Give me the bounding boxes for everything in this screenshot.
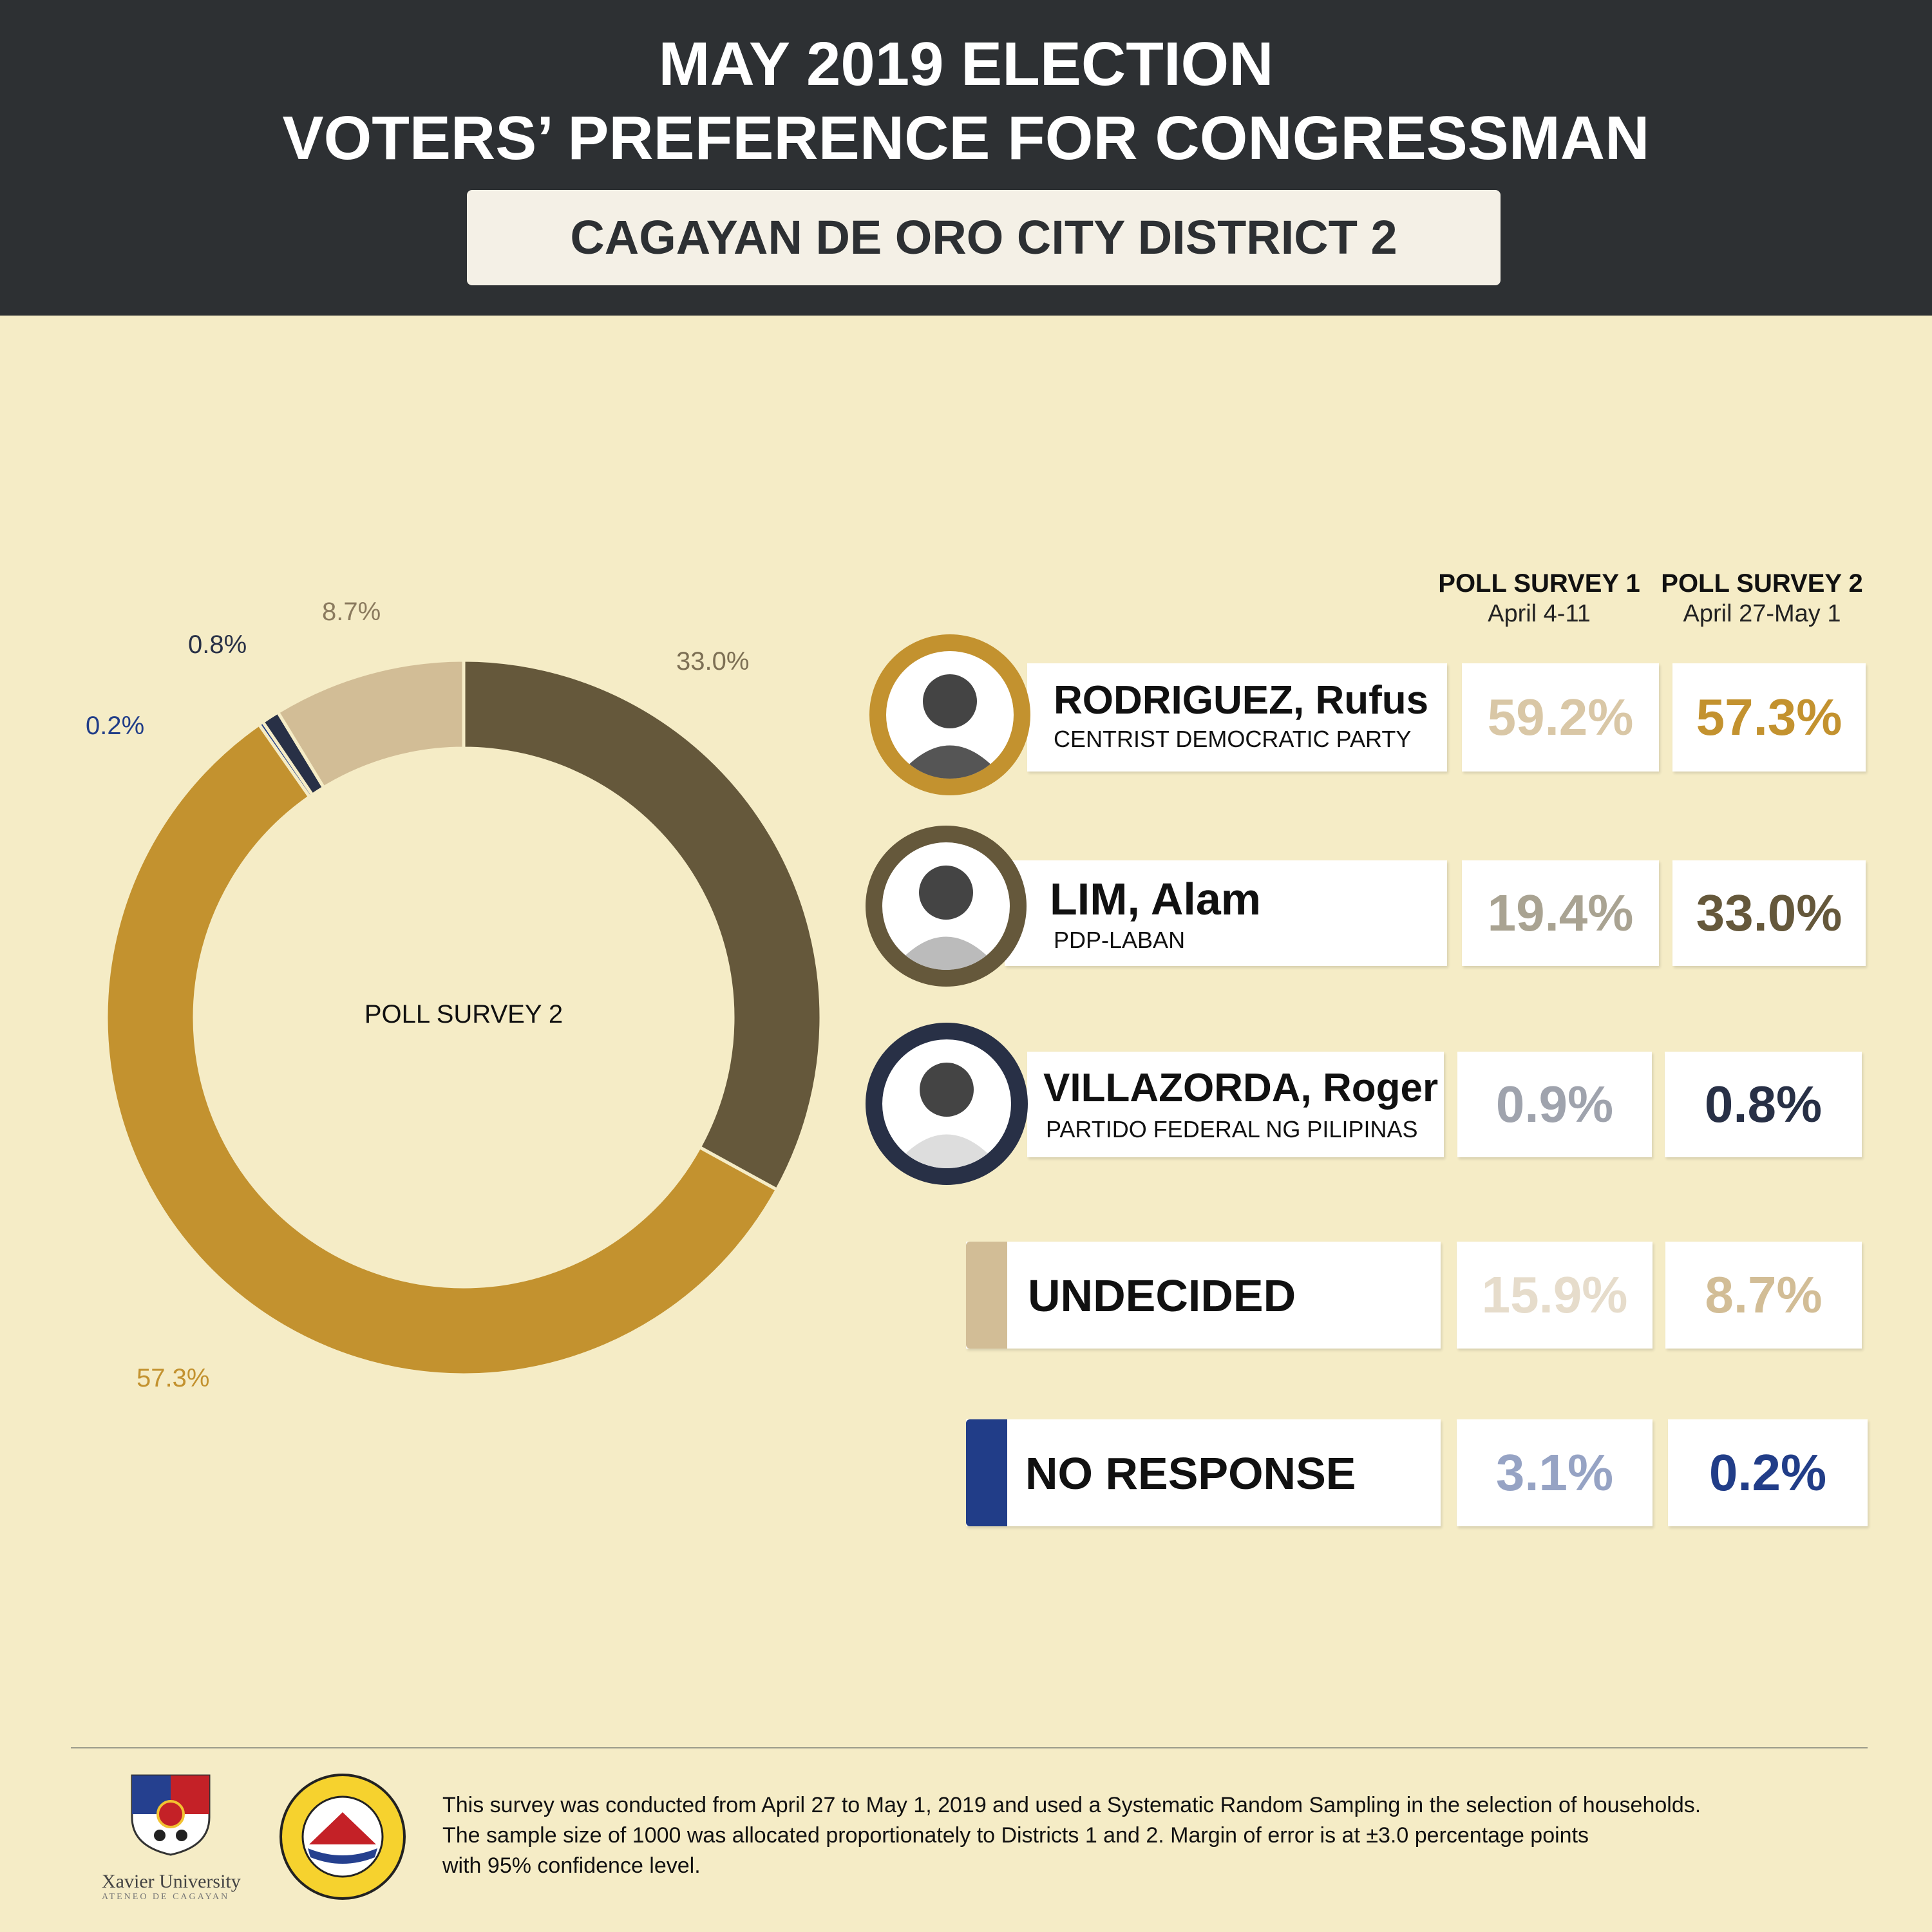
- survey2-label: POLL SURVEY 2: [1661, 569, 1863, 598]
- footer-divider: [71, 1747, 1868, 1748]
- survey1-value: 0.9%: [1457, 1052, 1652, 1157]
- survey1-value: 3.1%: [1457, 1419, 1653, 1526]
- methodology-note: This survey was conducted from April 27 …: [442, 1790, 1827, 1881]
- ateneo-sublabel: ATENEO DE CAGAYAN: [102, 1892, 230, 1902]
- district-label: CAGAYAN DE ORO CITY DISTRICT 2: [570, 211, 1397, 264]
- survey2-value: 0.2%: [1668, 1419, 1868, 1526]
- candidate-avatar: [866, 1023, 1028, 1185]
- survey1-label: POLL SURVEY 1: [1438, 569, 1640, 598]
- candidate-party: PARTIDO FEDERAL NG PILIPINAS: [1046, 1116, 1418, 1142]
- survey1-value: 19.4%: [1462, 860, 1659, 966]
- survey1-value: 59.2%: [1462, 663, 1659, 772]
- slice-label-rodriguez: 57.3%: [137, 1364, 210, 1392]
- candidate-avatar: [869, 634, 1030, 795]
- no-response-color-swatch: [966, 1419, 1007, 1526]
- candidate-card-lim: [1005, 860, 1447, 966]
- donut-slice-lim: [462, 658, 823, 1192]
- candidate-name: VILLAZORDA, Roger: [1043, 1066, 1439, 1110]
- survey2-dates: April 27-May 1: [1683, 600, 1841, 627]
- person-silhouette-icon: [892, 866, 1000, 970]
- person-silhouette-icon: [896, 674, 1004, 779]
- undecided-color-swatch: [966, 1242, 1007, 1349]
- note-line: This survey was conducted from April 27 …: [442, 1793, 1701, 1817]
- xavier-university-label: Xavier University: [102, 1871, 241, 1892]
- university-research-office-seal-icon: [279, 1774, 406, 1900]
- undecided-label: UNDECIDED: [1028, 1271, 1296, 1321]
- slice-label-no-response: 0.2%: [86, 712, 145, 740]
- candidate-party: PDP-LABAN: [1054, 927, 1186, 953]
- candidate-card-rodriguez: [1027, 663, 1447, 772]
- survey1-dates: April 4-11: [1488, 600, 1591, 627]
- no-response-label: NO RESPONSE: [1025, 1448, 1356, 1499]
- candidate-name: LIM, Alam: [1050, 874, 1261, 924]
- survey1-header: POLL SURVEY 1 April 4-11: [1430, 568, 1649, 629]
- survey1-value: 15.9%: [1457, 1242, 1653, 1349]
- person-silhouette-icon: [892, 1063, 1001, 1168]
- candidate-card-villazorda: [1027, 1052, 1444, 1157]
- note-line: The sample size of 1000 was allocated pr…: [442, 1823, 1589, 1848]
- slice-label-lim: 33.0%: [676, 647, 750, 676]
- donut-slice-rodriguez: [104, 722, 779, 1377]
- donut-chart: POLL SURVEY 2: [104, 658, 823, 1377]
- survey2-value: 33.0%: [1672, 860, 1866, 966]
- donut-center-label: POLL SURVEY 2: [365, 1000, 563, 1028]
- page-title: MAY 2019 ELECTION: [658, 30, 1274, 99]
- candidate-name: RODRIGUEZ, Rufus: [1054, 678, 1429, 723]
- note-line: with 95% confidence level.: [442, 1853, 701, 1878]
- survey2-header: POLL SURVEY 2 April 27-May 1: [1653, 568, 1871, 629]
- page-subtitle: VOTERS’ PREFERENCE FOR CONGRESSMAN: [282, 104, 1650, 173]
- survey2-value: 8.7%: [1665, 1242, 1862, 1349]
- slice-label-undecided: 8.7%: [322, 598, 381, 626]
- undecided-card: [966, 1242, 1441, 1349]
- candidate-avatar: [866, 826, 1027, 987]
- no-response-card: [966, 1419, 1441, 1526]
- district-box: CAGAYAN DE ORO CITY DISTRICT 2: [467, 190, 1501, 285]
- survey2-value: 57.3%: [1672, 663, 1866, 772]
- candidate-party: CENTRIST DEMOCRATIC PARTY: [1054, 726, 1412, 752]
- header-banner: MAY 2019 ELECTION VOTERS’ PREFERENCE FOR…: [0, 0, 1932, 316]
- survey2-value: 0.8%: [1665, 1052, 1862, 1157]
- donut-slice-undecided: [276, 658, 466, 790]
- slice-label-villazorda: 0.8%: [188, 630, 247, 659]
- xavier-university-shield-icon: [131, 1774, 211, 1856]
